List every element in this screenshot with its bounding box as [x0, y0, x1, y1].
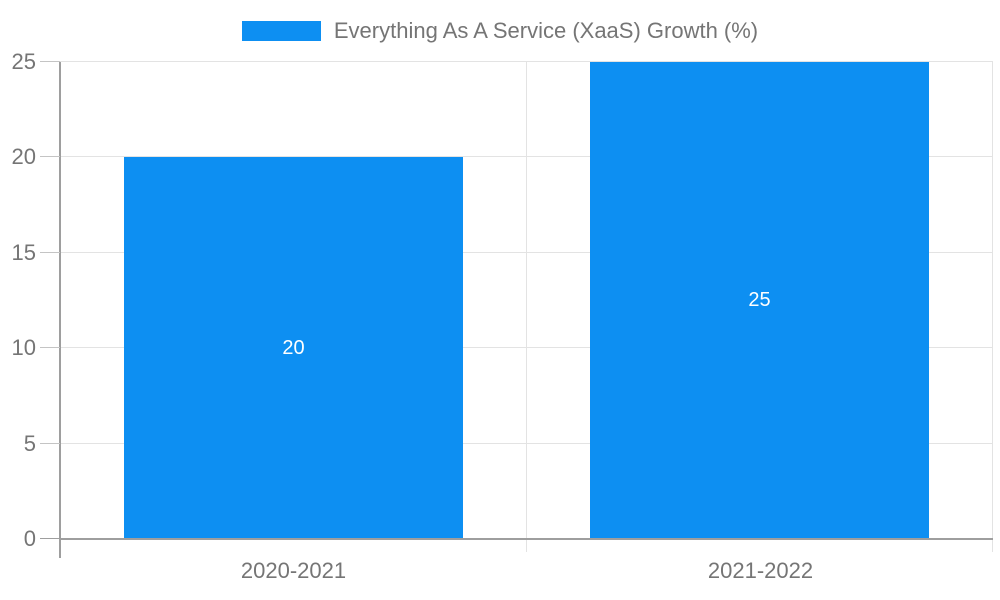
y-axis-tick — [40, 252, 60, 253]
y-axis-tick — [40, 156, 60, 157]
legend-label: Everything As A Service (XaaS) Growth (%… — [333, 18, 759, 43]
vertical-gridline — [526, 62, 527, 552]
bar[interactable]: 25 — [590, 62, 929, 539]
y-axis-label: 15 — [11, 240, 36, 265]
y-axis-label: 10 — [11, 335, 36, 360]
legend-swatch — [241, 21, 321, 41]
bar[interactable]: 20 — [124, 157, 463, 539]
x-axis-label: 2020-2021 — [240, 558, 347, 583]
horizontal-gridline — [60, 61, 993, 62]
y-axis-tick — [40, 443, 60, 444]
vertical-gridline — [992, 62, 993, 552]
bar-value-label: 25 — [748, 289, 771, 311]
legend[interactable]: Everything As A Service (XaaS) Growth (%… — [0, 16, 1000, 46]
x-axis-label: 2021-2022 — [707, 558, 814, 583]
x-axis-line — [60, 538, 993, 540]
y-axis-label: 25 — [11, 49, 36, 74]
y-axis-tick — [40, 61, 60, 62]
y-axis-tick — [40, 538, 60, 539]
bar-value-label: 20 — [282, 336, 305, 359]
y-axis-tick — [40, 347, 60, 348]
y-axis-label: 20 — [11, 144, 36, 169]
y-axis-line — [59, 62, 61, 558]
y-axis-label: 0 — [23, 526, 36, 551]
y-axis-label: 5 — [23, 431, 36, 456]
